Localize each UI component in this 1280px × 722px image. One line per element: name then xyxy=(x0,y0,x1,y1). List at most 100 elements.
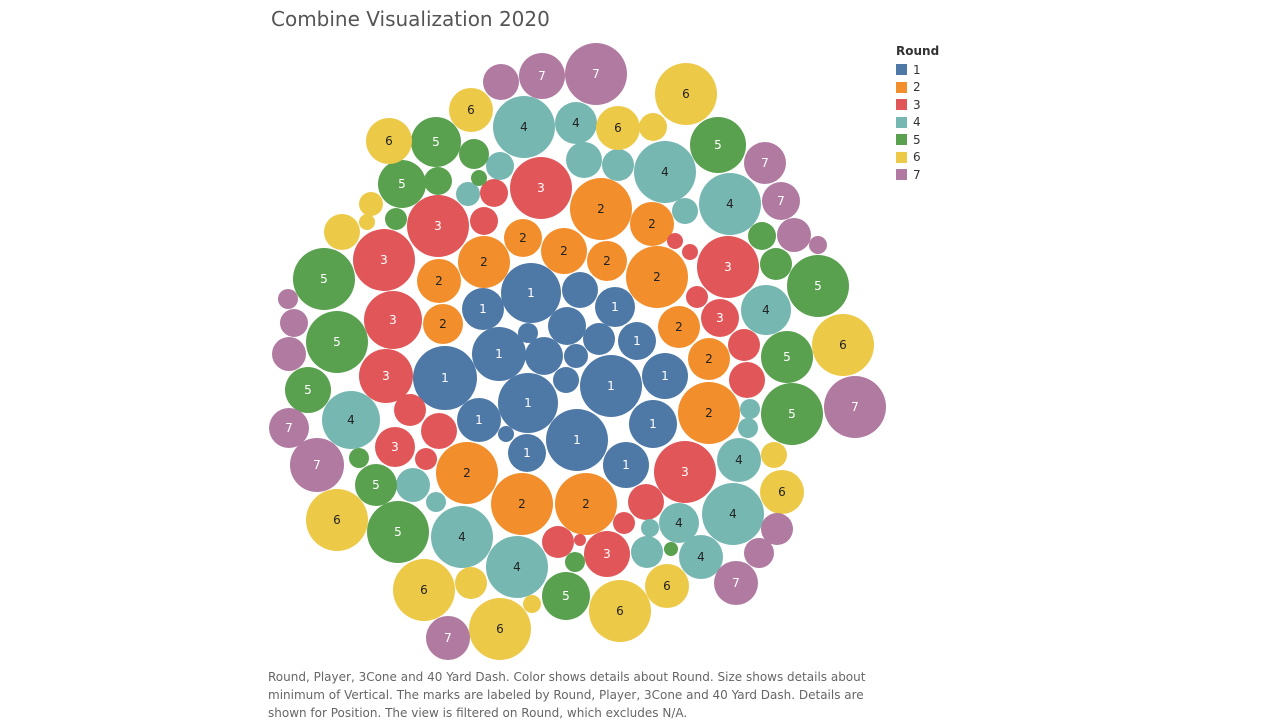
bubble-round-6[interactable] xyxy=(366,118,412,164)
bubble-round-1[interactable] xyxy=(603,442,649,488)
bubble-round-6[interactable] xyxy=(523,595,541,613)
bubble-round-5[interactable] xyxy=(367,501,429,563)
bubble-round-1[interactable] xyxy=(546,409,608,471)
bubble-round-7[interactable] xyxy=(290,438,344,492)
bubble-round-2[interactable] xyxy=(423,304,463,344)
legend-item-round-1[interactable]: 1 xyxy=(896,61,939,79)
bubble-round-6[interactable] xyxy=(455,567,487,599)
bubble-round-6[interactable] xyxy=(589,580,651,642)
bubble-round-7[interactable] xyxy=(777,218,811,252)
bubble-round-1[interactable] xyxy=(580,355,642,417)
bubble-round-1[interactable] xyxy=(548,307,586,345)
bubble-round-2[interactable] xyxy=(541,228,587,274)
bubble-round-1[interactable] xyxy=(498,373,558,433)
bubble-round-7[interactable] xyxy=(761,513,793,545)
bubble-round-5[interactable] xyxy=(690,117,746,173)
bubble-round-5[interactable] xyxy=(355,464,397,506)
bubble-round-2[interactable] xyxy=(587,241,627,281)
bubble-round-3[interactable] xyxy=(654,441,716,503)
bubble-round-6[interactable] xyxy=(761,442,787,468)
bubble-round-7[interactable] xyxy=(426,616,470,660)
bubble-round-2[interactable] xyxy=(436,442,498,504)
bubble-round-5[interactable] xyxy=(411,117,461,167)
bubble-round-1[interactable] xyxy=(618,322,656,360)
bubble-round-4[interactable] xyxy=(631,536,663,568)
bubble-round-3[interactable] xyxy=(407,195,469,257)
bubble-round-5[interactable] xyxy=(424,167,452,195)
bubble-round-1[interactable] xyxy=(462,288,504,330)
bubble-round-4[interactable] xyxy=(659,503,699,543)
bubble-round-3[interactable] xyxy=(728,329,760,361)
bubble-round-4[interactable] xyxy=(634,141,696,203)
bubble-round-6[interactable] xyxy=(812,314,874,376)
bubble-round-7[interactable] xyxy=(272,337,306,371)
bubble-round-4[interactable] xyxy=(431,506,493,568)
bubble-round-4[interactable] xyxy=(322,391,380,449)
bubble-round-5[interactable] xyxy=(761,331,813,383)
bubble-round-4[interactable] xyxy=(672,198,698,224)
legend-item-round-5[interactable]: 5 xyxy=(896,131,939,149)
bubble-round-3[interactable] xyxy=(701,299,739,337)
bubble-round-7[interactable] xyxy=(269,408,309,448)
bubble-round-3[interactable] xyxy=(415,448,437,470)
bubble-round-2[interactable] xyxy=(688,338,730,380)
bubble-round-1[interactable] xyxy=(629,400,677,448)
bubble-round-5[interactable] xyxy=(459,139,489,169)
bubble-round-6[interactable] xyxy=(655,63,717,125)
legend-item-round-4[interactable]: 4 xyxy=(896,114,939,132)
bubble-round-4[interactable] xyxy=(738,418,758,438)
bubble-round-7[interactable] xyxy=(809,236,827,254)
bubble-round-1[interactable] xyxy=(501,263,561,323)
bubble-round-2[interactable] xyxy=(626,246,688,308)
bubble-round-2[interactable] xyxy=(491,473,553,535)
bubble-round-6[interactable] xyxy=(393,559,455,621)
bubble-round-3[interactable] xyxy=(394,394,426,426)
bubble-round-3[interactable] xyxy=(628,484,664,520)
bubble-round-6[interactable] xyxy=(760,470,804,514)
bubble-round-3[interactable] xyxy=(364,291,422,349)
bubble-round-4[interactable] xyxy=(486,152,514,180)
bubble-round-4[interactable] xyxy=(740,399,760,419)
bubble-round-6[interactable] xyxy=(596,106,640,150)
bubble-round-3[interactable] xyxy=(584,531,630,577)
bubble-round-4[interactable] xyxy=(741,285,791,335)
bubble-round-5[interactable] xyxy=(664,542,678,556)
bubble-round-4[interactable] xyxy=(456,182,480,206)
bubble-round-3[interactable] xyxy=(682,244,698,260)
bubble-round-5[interactable] xyxy=(293,248,355,310)
bubble-round-3[interactable] xyxy=(375,427,415,467)
bubble-round-3[interactable] xyxy=(480,179,508,207)
bubble-round-2[interactable] xyxy=(658,306,700,348)
bubble-round-5[interactable] xyxy=(565,552,585,572)
bubble-round-1[interactable] xyxy=(564,344,588,368)
bubble-round-2[interactable] xyxy=(504,219,542,257)
bubble-round-1[interactable] xyxy=(508,434,546,472)
bubble-round-7[interactable] xyxy=(824,376,886,438)
bubble-round-5[interactable] xyxy=(542,572,590,620)
bubble-round-1[interactable] xyxy=(595,287,635,327)
bubble-round-7[interactable] xyxy=(483,64,519,100)
bubble-round-1[interactable] xyxy=(525,337,563,375)
bubble-round-7[interactable] xyxy=(565,43,627,105)
bubble-round-3[interactable] xyxy=(697,236,759,298)
bubble-round-7[interactable] xyxy=(278,289,298,309)
bubble-round-3[interactable] xyxy=(470,207,498,235)
bubble-round-4[interactable] xyxy=(641,519,659,537)
bubble-round-5[interactable] xyxy=(471,170,487,186)
bubble-round-3[interactable] xyxy=(574,534,586,546)
legend-item-round-2[interactable]: 2 xyxy=(896,79,939,97)
bubble-round-2[interactable] xyxy=(570,178,632,240)
bubble-round-2[interactable] xyxy=(458,236,510,288)
bubble-round-2[interactable] xyxy=(555,473,617,535)
bubble-round-5[interactable] xyxy=(761,383,823,445)
bubble-round-4[interactable] xyxy=(426,492,446,512)
bubble-round-3[interactable] xyxy=(510,157,572,219)
bubble-round-1[interactable] xyxy=(457,398,501,442)
bubble-round-5[interactable] xyxy=(385,208,407,230)
bubble-round-4[interactable] xyxy=(493,96,555,158)
bubble-round-3[interactable] xyxy=(667,233,683,249)
bubble-round-5[interactable] xyxy=(349,448,369,468)
bubble-round-6[interactable] xyxy=(469,598,531,660)
bubble-round-6[interactable] xyxy=(639,113,667,141)
